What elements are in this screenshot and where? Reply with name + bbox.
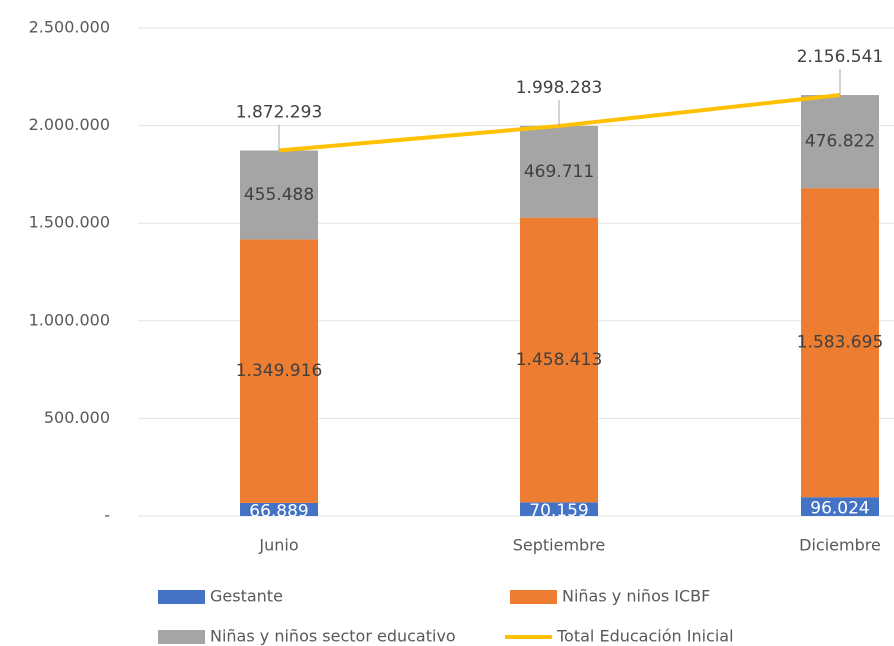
x-tick-label: Junio bbox=[258, 536, 298, 555]
bar-segment bbox=[801, 95, 879, 189]
y-tick-label: 1.500.000 bbox=[29, 213, 110, 232]
data-label: 469.711 bbox=[524, 162, 594, 182]
legend-swatch bbox=[158, 590, 205, 604]
data-label: 70.159 bbox=[529, 501, 588, 521]
bar-segment bbox=[520, 502, 598, 516]
bar-segment bbox=[520, 125, 598, 218]
data-label: 1.349.916 bbox=[236, 361, 323, 381]
y-tick-label: 2.500.000 bbox=[29, 18, 110, 37]
x-tick-label: Septiembre bbox=[513, 536, 606, 555]
bar-segment bbox=[801, 497, 879, 516]
data-label: 476.822 bbox=[805, 132, 875, 152]
legend-swatch bbox=[510, 590, 557, 604]
bar-segment bbox=[240, 239, 318, 503]
data-label: 455.488 bbox=[244, 185, 314, 205]
legend-label: Niñas y niños sector educativo bbox=[210, 627, 456, 646]
legend-label: Total Educación Inicial bbox=[556, 627, 734, 646]
y-tick-label: - bbox=[104, 506, 110, 525]
data-label: 1.998.283 bbox=[516, 78, 603, 98]
y-tick-label: 500.000 bbox=[44, 408, 110, 427]
y-tick-label: 1.000.000 bbox=[29, 310, 110, 329]
bar-segment bbox=[801, 188, 879, 498]
data-label: 1.458.413 bbox=[516, 350, 603, 370]
data-label: 1.583.695 bbox=[797, 333, 884, 353]
y-tick-label: 2.000.000 bbox=[29, 115, 110, 134]
x-tick-label: Diciembre bbox=[799, 536, 881, 555]
data-label: 66.889 bbox=[249, 501, 308, 521]
data-label: 2.156.541 bbox=[797, 47, 884, 67]
legend-label: Gestante bbox=[210, 587, 283, 606]
bar-segment bbox=[520, 217, 598, 503]
bar-segment bbox=[240, 150, 318, 240]
data-label: 1.872.293 bbox=[236, 103, 323, 123]
data-label: 96.024 bbox=[810, 499, 869, 519]
bar-segment bbox=[240, 502, 318, 516]
legend-label: Niñas y niños ICBF bbox=[562, 587, 710, 606]
legend-swatch bbox=[158, 630, 205, 644]
